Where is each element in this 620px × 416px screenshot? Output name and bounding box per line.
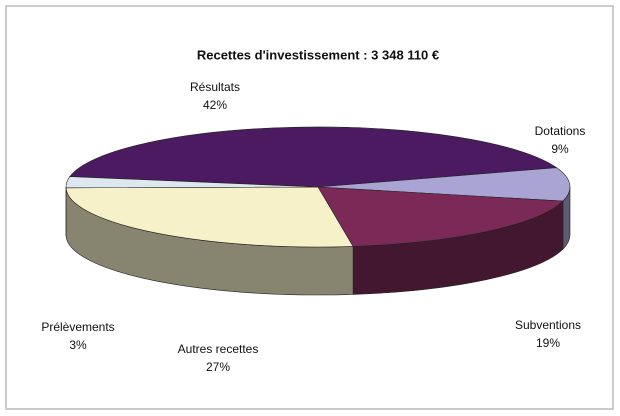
pie-slice — [65, 186, 354, 248]
slice-value-label: 3% — [69, 338, 87, 352]
slice-label: Subventions — [515, 318, 581, 332]
pie-slice — [317, 186, 564, 247]
slice-label: Autres recettes — [178, 342, 259, 356]
chart-title: Recettes d'investissement : 3 348 110 € — [197, 47, 439, 62]
slice-label: Résultats — [190, 80, 240, 94]
pie-slice — [317, 167, 571, 202]
slice-value-label: 9% — [551, 142, 569, 156]
slice-label: Dotations — [535, 124, 586, 138]
pie-slice — [65, 176, 319, 189]
pie-slice — [69, 126, 558, 188]
slice-value-label: 19% — [536, 336, 560, 350]
slice-value-label: 27% — [206, 360, 230, 374]
slice-value-label: 42% — [203, 98, 227, 112]
slice-label: Prélèvements — [41, 320, 114, 334]
